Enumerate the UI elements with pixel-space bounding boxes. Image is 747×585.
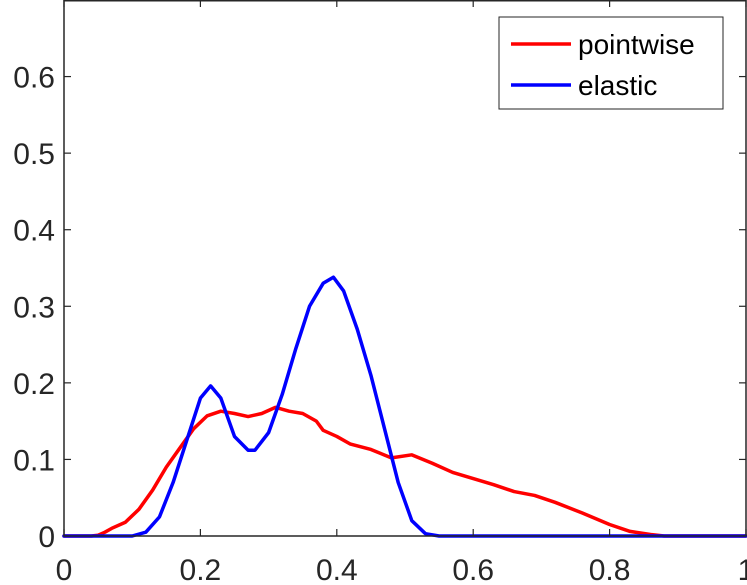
- y-tick-label: 0: [38, 521, 55, 554]
- x-tick-label: 0.8: [589, 554, 631, 585]
- axes-box: [63, 0, 747, 537]
- x-tick-label: 0.2: [180, 554, 222, 585]
- legend-label-pointwise: pointwise: [578, 29, 695, 60]
- y-tick-label: 0.4: [13, 215, 55, 248]
- legend-label-elastic: elastic: [578, 70, 657, 101]
- x-tick-label: 0: [56, 554, 73, 585]
- legend: pointwise elastic: [498, 16, 724, 110]
- y-tick-label: 0.5: [13, 138, 55, 171]
- series-layer: [62, 275, 747, 538]
- x-tick-label: 1: [738, 554, 747, 585]
- x-tick-label: 0.6: [452, 554, 494, 585]
- y-tick-label: 0.2: [13, 368, 55, 401]
- series-line-elastic: [62, 275, 747, 538]
- y-tick-label: 0.3: [13, 291, 55, 324]
- legend-box: [498, 16, 724, 110]
- series-line-pointwise: [62, 405, 747, 538]
- y-tick-label: 0.1: [13, 444, 55, 477]
- x-tick-label: 0.4: [316, 554, 358, 585]
- y-tick-label: 0.6: [13, 62, 55, 95]
- axes-layer: 0 0.2 0.4 0.6 0.8 1 0 0.1 0.2 0.3 0.4 0.5 0.6: [13, 0, 747, 585]
